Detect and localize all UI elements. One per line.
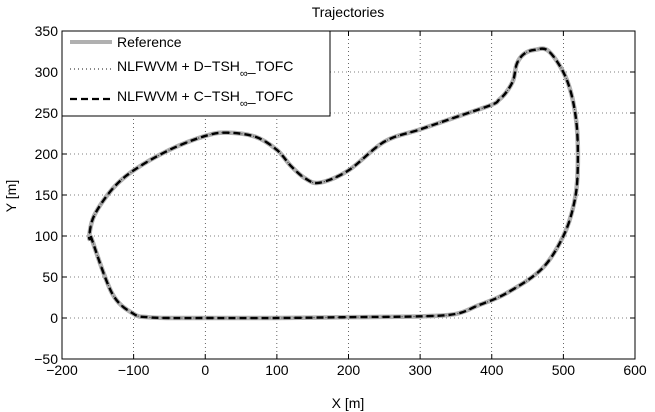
x-tick-label: −100: [118, 362, 150, 378]
y-tick-label: 0: [50, 310, 58, 326]
legend-box: [61, 30, 331, 117]
x-tick-label: 500: [552, 362, 576, 378]
x-tick-label: 200: [337, 362, 361, 378]
series-group: [86, 46, 581, 321]
legend-label-reference: Reference: [117, 34, 182, 50]
y-tick-label: 200: [35, 146, 59, 162]
x-tick-label: 300: [408, 362, 432, 378]
y-tick-label: 250: [35, 105, 59, 121]
grid: [62, 31, 635, 359]
x-tick-label: 100: [265, 362, 289, 378]
legend: Reference NLFWVM + D−TSH∞_TOFC NLFWVM + …: [61, 30, 331, 117]
x-axis-ticks: −200 −100 0 100 200 300 400 500 600: [46, 31, 647, 378]
x-tick-label: −200: [46, 362, 78, 378]
y-tick-label: 100: [35, 228, 59, 244]
y-axis-ticks: −50 0 50 100 150 200 250 300 350: [34, 23, 635, 367]
y-tick-label: 350: [35, 23, 59, 39]
x-tick-label: 0: [201, 362, 209, 378]
y-axis-label: Y [m]: [3, 180, 19, 212]
legend-label-d-tsh: NLFWVM + D−TSH∞_TOFC: [117, 58, 293, 80]
chart-title: Trajectories: [312, 4, 385, 20]
legend-label-c-tsh: NLFWVM + C−TSH∞_TOFC: [117, 88, 293, 110]
y-tick-label: 150: [35, 187, 59, 203]
x-axis-label: X [m]: [332, 395, 365, 411]
y-tick-label: 50: [42, 269, 58, 285]
y-tick-label: 300: [35, 64, 59, 80]
x-tick-label: 400: [480, 362, 504, 378]
y-tick-label: −50: [34, 351, 58, 367]
series-line-2: [87, 47, 580, 320]
x-tick-label: 600: [623, 362, 647, 378]
